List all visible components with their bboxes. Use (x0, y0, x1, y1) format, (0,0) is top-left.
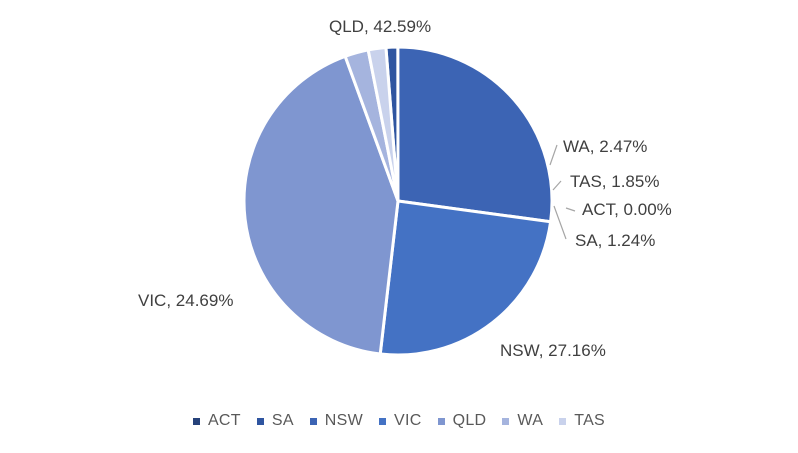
leader-line-tas (552, 180, 562, 191)
data-label-qld: QLD, 42.59% (329, 17, 431, 36)
legend-swatch-sa (256, 417, 264, 425)
legend-swatch-vic (379, 417, 387, 425)
data-label-sa: SA, 1.24% (575, 231, 655, 250)
legend-swatch-nsw (309, 417, 317, 425)
data-label-nsw: NSW, 27.16% (500, 341, 606, 360)
legend-item-nsw: NSW (309, 412, 364, 430)
legend-item-qld: QLD (437, 412, 487, 430)
leader-lines (549, 144, 576, 240)
leader-line-act (565, 207, 576, 212)
pie-slices (242, 45, 554, 357)
legend-swatch-wa (502, 417, 510, 425)
legend-label-nsw: NSW (324, 412, 364, 429)
legend-label-sa: SA (271, 412, 294, 429)
legend-label-wa: WA (517, 412, 544, 429)
slice-qld (242, 54, 400, 356)
slice-tas (366, 45, 400, 203)
legend-label-act: ACT (207, 412, 241, 429)
chart-legend: ACT SA NSW VIC QLD WA TAS (0, 412, 798, 430)
slice-vic (378, 199, 553, 357)
slice-nsw (396, 45, 554, 224)
data-label-act: ACT, 0.00% (582, 200, 672, 219)
data-label-vic: VIC, 24.69% (138, 291, 233, 310)
legend-item-wa: WA (502, 412, 543, 430)
data-label-tas: TAS, 1.85% (570, 172, 659, 191)
pie-plot-area: ACT, 0.00% SA, 1.24% NSW, 27.16% VIC, 24.69… (138, 17, 672, 360)
legend-label-tas: TAS (574, 412, 606, 429)
legend-label-qld: QLD (452, 412, 487, 429)
leader-line-wa (549, 144, 558, 166)
legend-swatch-act (192, 417, 200, 425)
legend-item-vic: VIC (379, 412, 422, 430)
data-label-wa: WA, 2.47% (563, 137, 647, 156)
data-labels: ACT, 0.00% SA, 1.24% NSW, 27.16% VIC, 24.69… (138, 17, 672, 360)
legend-swatch-qld (437, 417, 445, 425)
legend-item-tas: TAS (559, 412, 605, 430)
legend-swatch-tas (559, 417, 567, 425)
legend-label-vic: VIC (394, 412, 422, 429)
leader-line-sa (553, 205, 567, 240)
legend-item-sa: SA (256, 412, 294, 430)
legend-item-act: ACT (192, 412, 241, 430)
